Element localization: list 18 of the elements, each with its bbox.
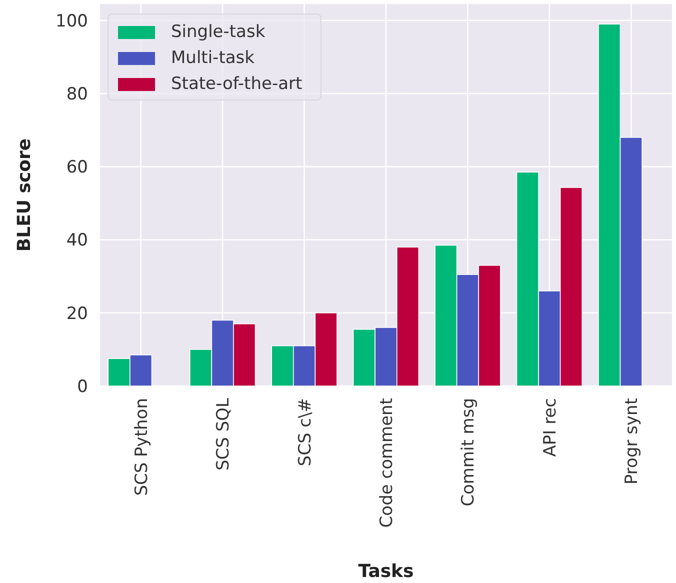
- y-tick-label: 80: [66, 84, 88, 105]
- legend-label: Multi-task: [171, 48, 255, 68]
- y-tick-label: 60: [66, 158, 88, 178]
- y-tick-label: 20: [66, 304, 88, 324]
- x-tick-label: Code comment: [377, 398, 397, 528]
- y-tick-label: 40: [66, 230, 88, 251]
- x-axis-title: Tasks: [358, 561, 414, 582]
- x-tick-label: Commit msg: [458, 398, 479, 506]
- legend-label: State-of-the-art: [171, 74, 302, 94]
- x-tick-label: SCS c\#: [295, 398, 316, 466]
- x-tick-label: API rec: [540, 398, 560, 457]
- y-tick-label: 100: [56, 11, 88, 32]
- legend-label: Single-task: [171, 22, 266, 42]
- x-tick-label: SCS Python: [132, 398, 152, 496]
- y-axis-title: BLEU score: [14, 138, 35, 252]
- x-tick-label: Progr synt: [622, 398, 642, 485]
- x-tick-label: SCS SQL: [214, 397, 234, 470]
- y-tick-label: 0: [77, 376, 88, 397]
